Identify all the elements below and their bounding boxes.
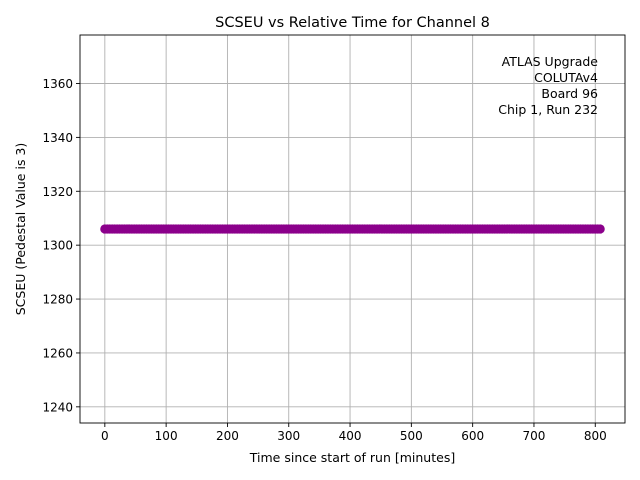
axis-ticks: 0 100 200 300 400 500 600 700 800 1240 1260 1280 130… [42, 77, 606, 443]
annotation-line: Chip 1, Run 232 [498, 102, 598, 117]
data-point [595, 224, 605, 234]
x-tick-label: 700 [523, 429, 546, 443]
x-tick-label: 0 [101, 429, 109, 443]
y-tick-label: 1340 [42, 131, 73, 145]
data-points [100, 224, 605, 234]
y-tick-label: 1300 [42, 239, 73, 253]
x-tick-label: 600 [461, 429, 484, 443]
x-axis-label: Time since start of run [minutes] [249, 450, 455, 465]
x-tick-label: 800 [584, 429, 607, 443]
y-axis-label: SCSEU (Pedestal Value is 3) [13, 143, 28, 316]
y-tick-label: 1260 [42, 346, 73, 360]
x-tick-label: 200 [216, 429, 239, 443]
annotation-line: Board 96 [541, 86, 598, 101]
y-tick-label: 1360 [42, 77, 73, 91]
annotation-line: COLUTAv4 [534, 70, 598, 85]
grid-lines [80, 35, 625, 423]
y-tick-label: 1240 [42, 400, 73, 414]
x-tick-label: 100 [155, 429, 178, 443]
chart-title: SCSEU vs Relative Time for Channel 8 [215, 15, 490, 31]
x-tick-label: 500 [400, 429, 423, 443]
annotation-line: ATLAS Upgrade [502, 54, 599, 69]
y-tick-label: 1280 [42, 293, 73, 307]
x-tick-label: 400 [339, 429, 362, 443]
y-tick-label: 1320 [42, 185, 73, 199]
plot-frame [79, 34, 626, 424]
x-tick-label: 300 [277, 429, 300, 443]
